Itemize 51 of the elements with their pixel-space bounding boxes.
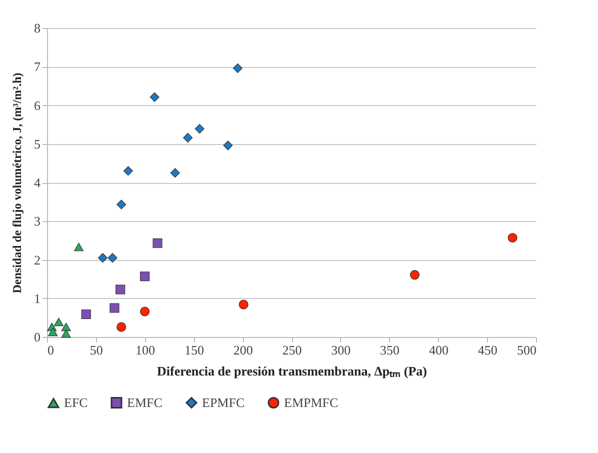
point — [194, 124, 204, 134]
y-tick-label: 7 — [34, 59, 41, 74]
point — [140, 272, 150, 282]
legend-label: EFC — [64, 395, 88, 410]
x-tick-label: 450 — [478, 342, 498, 358]
point — [108, 253, 118, 263]
point — [116, 322, 126, 332]
point — [54, 318, 64, 326]
legend-label: EPMFC — [202, 394, 245, 410]
y-tick-label: 8 — [34, 20, 40, 36]
point — [61, 322, 71, 332]
legend-label: EMFC — [127, 394, 162, 410]
point — [508, 232, 518, 242]
x-tick-label: 400 — [428, 342, 448, 358]
point — [152, 238, 162, 248]
x-tick-label: 200 — [233, 342, 253, 358]
x-tick-label: 500 — [517, 342, 536, 358]
point — [110, 303, 120, 313]
x-tick-label: 50 — [90, 342, 103, 358]
legend-label: EMPMFC — [284, 394, 338, 410]
y-tick-label: 0 — [34, 330, 40, 344]
point — [116, 200, 126, 210]
point — [232, 63, 242, 73]
y-tick-label: 6 — [34, 98, 41, 113]
point — [81, 309, 91, 319]
point — [61, 329, 71, 338]
x-tick-label: 300 — [331, 342, 351, 358]
x-axis-title: Diferencia de presión transmembrana, Δpₜₘ (Pa) — [157, 364, 427, 378]
point — [140, 306, 150, 316]
point — [223, 140, 233, 150]
y-axis-title: Densidad de flujo volumétrico, J, (m³/m².h) — [10, 72, 24, 294]
point — [74, 242, 84, 252]
point — [98, 253, 108, 263]
point — [170, 168, 180, 178]
y-tick-label: 4 — [34, 175, 41, 190]
point — [183, 132, 193, 142]
y-tick-label: 1 — [34, 290, 40, 306]
point — [116, 284, 126, 294]
point — [410, 270, 420, 280]
x-tick-label: 100 — [136, 342, 156, 358]
y-tick-label: 2 — [34, 252, 40, 268]
y-tick-label: 5 — [34, 136, 40, 152]
y-tick-label: 3 — [34, 214, 40, 229]
x-tick-label: 350 — [380, 342, 400, 358]
x-tick-label: 150 — [184, 342, 204, 358]
point — [123, 166, 133, 176]
point — [238, 300, 248, 310]
point — [48, 328, 58, 336]
x-tick-label: 0 — [48, 342, 54, 358]
x-tick-label: 250 — [282, 342, 302, 358]
point — [150, 92, 160, 102]
